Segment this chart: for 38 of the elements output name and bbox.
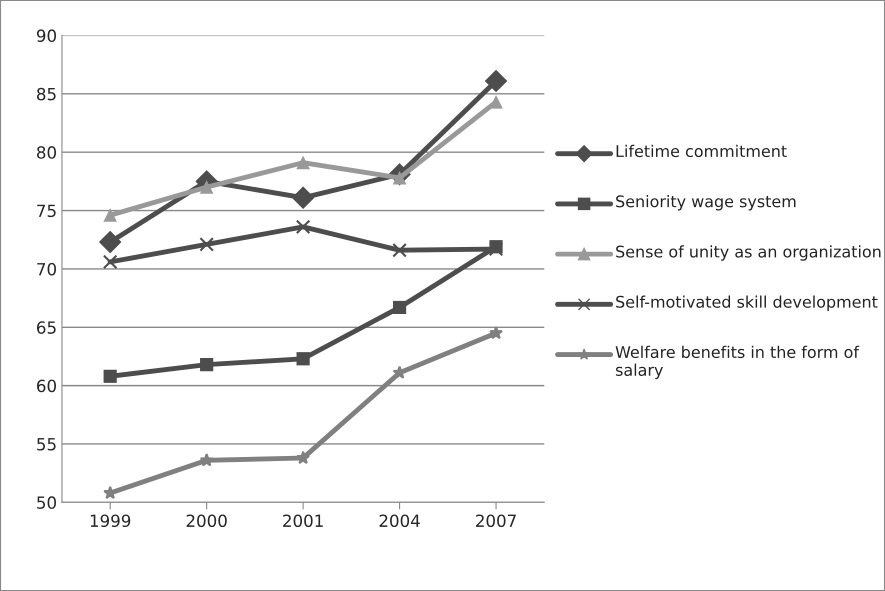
point [200,453,214,466]
y-tick-label: 90 [36,29,56,42]
x-tick-label: 2004 [380,514,420,528]
x-tick-label: 2001 [283,514,323,528]
y-tick-label: 50 [37,496,56,509]
point [392,242,407,258]
point [104,208,117,222]
point [484,70,508,92]
point [489,95,503,109]
point [296,352,310,366]
point [102,254,118,270]
x-tick-label: 2000 [186,514,227,528]
point [296,156,310,170]
legend-label: Self-motivated skill development [616,296,878,311]
x-tick-label: 1999 [90,514,130,528]
point [489,326,504,340]
legend-label: Sense of unity as an organization [616,245,880,261]
y-tick-label: 60 [37,380,56,392]
y-tick-label: 80 [37,146,56,159]
point [200,180,214,194]
point [296,220,310,234]
point [104,370,117,383]
point [199,237,214,252]
legend-label: Lifetime commitment [616,144,787,158]
point [488,242,504,256]
point [292,186,314,209]
x-tick-label: 2007 [476,514,516,528]
y-tick-label: 55 [37,438,56,451]
y-tick-label: 70 [37,262,56,276]
point [296,450,310,464]
point [99,230,122,254]
y-tick-label: 65 [37,321,56,334]
y-tick-label: 85 [37,88,56,100]
point [200,358,214,372]
y-tick-label: 75 [37,204,56,218]
legend-label: Welfare benefits in the form of salary [616,346,860,380]
point [392,300,406,314]
legend-label: Seniority wage system [616,195,796,210]
